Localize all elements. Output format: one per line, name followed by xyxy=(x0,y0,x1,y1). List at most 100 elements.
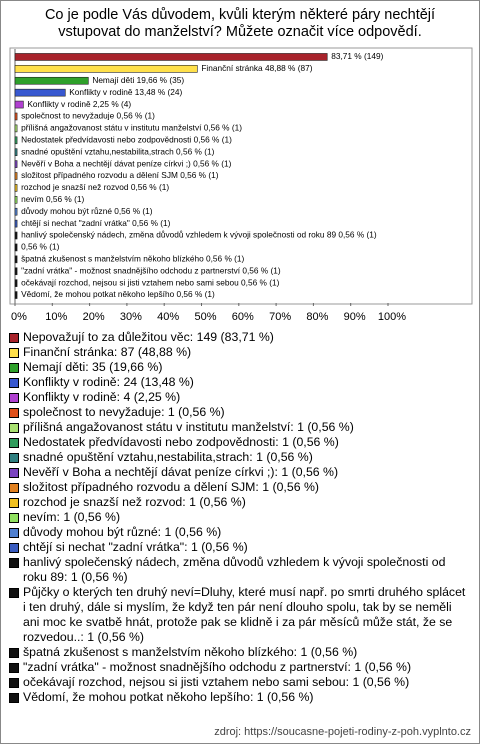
bar xyxy=(14,255,18,264)
data-label: Konflikty v rodině 13,48 % (24) xyxy=(69,87,182,97)
legend-label: Vědomí, že mohou potkat někoho lepšího: … xyxy=(23,690,314,704)
data-label: hanlivý společenský nádech, změna důvodů… xyxy=(21,230,377,240)
legend-label: očekávají rozchod, nejsou si jisti vztah… xyxy=(23,675,410,689)
legend-label: snadné opuštění vztahu,nestabilita,strac… xyxy=(23,450,313,464)
legend-item: Konflikty v rodině: 4 (2,25 %) xyxy=(9,390,471,405)
data-label: společnost to nevyžaduje 0,56 % (1) xyxy=(21,111,155,121)
legend-swatch xyxy=(9,483,19,493)
data-label: nevím 0,56 % (1) xyxy=(21,194,84,204)
x-tick-label: 0% xyxy=(11,311,27,323)
legend-swatch xyxy=(9,528,19,538)
data-label: Finanční stránka 48,88 % (87) xyxy=(201,63,312,73)
source: zdroj: https://soucasne-pojeti-rodiny-z-… xyxy=(214,726,471,738)
x-tick-label: 10% xyxy=(45,311,67,323)
legend-item: Nevěří v Boha a nechtějí dávat peníze cí… xyxy=(9,465,471,480)
legend-swatch xyxy=(9,468,19,478)
plot-frame xyxy=(9,47,473,305)
legend-item: hanlivý společenský nádech, změna důvodů… xyxy=(9,555,471,585)
legend-swatch xyxy=(9,393,19,403)
legend-label: "zadní vrátka" - možnost snadnějšího odc… xyxy=(23,660,412,674)
bar xyxy=(14,88,66,97)
data-label: Konflikty v rodině 2,25 % (4) xyxy=(27,99,131,109)
bar xyxy=(14,100,24,109)
data-label: Vědomí, že mohou potkat někoho lepšího 0… xyxy=(21,289,215,299)
legend-label: rozchod je snazší než rozvod: 1 (0,56 %) xyxy=(23,495,246,509)
legend-item: složitost případného rozvodu a dělení SJ… xyxy=(9,480,471,495)
x-tick-label: 100% xyxy=(378,311,406,323)
legend-label: Nepovažují to za důležitou věc: 149 (83,… xyxy=(23,330,274,344)
data-label: chtějí si nechat "zadní vrátka" 0,56 % (… xyxy=(21,218,171,228)
legend-swatch xyxy=(9,363,19,373)
data-label: Nemají děti 19,66 % (35) xyxy=(92,75,184,85)
legend-label: společnost to nevyžaduje: 1 (0,56 %) xyxy=(23,405,225,419)
x-tick-label: 40% xyxy=(157,311,179,323)
bar xyxy=(14,172,18,180)
legend-item: společnost to nevyžaduje: 1 (0,56 %) xyxy=(9,405,471,420)
legend-item: očekávají rozchod, nejsou si jisti vztah… xyxy=(9,675,471,690)
data-label: špatná zkušenost s manželstvím někoho bl… xyxy=(21,254,244,264)
legend-swatch xyxy=(9,408,19,418)
legend-swatch xyxy=(9,648,19,658)
legend-item: Půjčky o kterých ten druhý neví=Dluhy, k… xyxy=(9,585,471,645)
bar xyxy=(14,53,328,61)
legend-item: Konflikty v rodině: 24 (13,48 %) xyxy=(9,375,471,390)
bar xyxy=(14,267,18,276)
x-tick-label: 80% xyxy=(306,311,328,323)
data-label: rozchod je snazší než rozvod 0,56 % (1) xyxy=(21,182,169,192)
legend-label: složitost případného rozvodu a dělení SJ… xyxy=(23,480,319,494)
legend-swatch xyxy=(9,513,19,523)
legend-label: Konflikty v rodině: 4 (2,25 %) xyxy=(23,390,181,404)
legend-item: nevím: 1 (0,56 %) xyxy=(9,510,471,525)
legend-swatch xyxy=(9,333,19,343)
x-tick-label: 30% xyxy=(120,311,142,323)
x-tick-label: 20% xyxy=(83,311,105,323)
legend-item: Nemají děti: 35 (19,66 %) xyxy=(9,360,471,375)
legend-item: Nedostatek předvídavosti nebo zodpovědno… xyxy=(9,435,471,450)
chart-title: vstupovat do manželství? Můžete označit … xyxy=(58,24,422,40)
legend-label: přílišná angažovanost státu v institutu … xyxy=(23,420,354,434)
legend-item: snadné opuštění vztahu,nestabilita,strac… xyxy=(9,450,471,465)
data-label: snadné opuštění vztahu,nestabilita,strac… xyxy=(21,146,214,156)
legend-item: chtějí si nechat "zadní vrátka": 1 (0,56… xyxy=(9,540,471,555)
data-label: očekávají rozchod, nejsou si jisti vztah… xyxy=(21,277,279,287)
legend-swatch xyxy=(9,693,19,703)
legend-swatch xyxy=(9,558,19,568)
legend-label: Nevěří v Boha a nechtějí dávat peníze cí… xyxy=(23,465,339,479)
legend-label: Nemají děti: 35 (19,66 %) xyxy=(23,360,163,374)
data-label: Nevěří v Boha a nechtějí dávat peníze cí… xyxy=(21,158,232,168)
legend-item: Nepovažují to za důležitou věc: 149 (83,… xyxy=(9,330,471,345)
legend-label: Nedostatek předvídavosti nebo zodpovědno… xyxy=(23,435,339,449)
data-label: "zadní vrátka" - možnost snadnějšího odc… xyxy=(21,265,281,275)
bar xyxy=(14,160,18,168)
x-tick-label: 50% xyxy=(194,311,216,323)
legend-item: důvody mohou být různé: 1 (0,56 %) xyxy=(9,525,471,540)
bar xyxy=(14,65,198,73)
x-tick-label: 90% xyxy=(344,311,366,323)
data-label: 0,56 % (1) xyxy=(21,242,60,252)
bar xyxy=(14,207,18,216)
x-tick-label: 60% xyxy=(232,311,254,323)
bar xyxy=(14,291,18,299)
bar xyxy=(14,112,18,121)
bar xyxy=(14,124,18,133)
legend-swatch xyxy=(9,498,19,508)
chart-title: Co je podle Vás důvodem, kvůli kterým ně… xyxy=(45,7,435,23)
bar xyxy=(14,279,18,287)
legend-item: rozchod je snazší než rozvod: 1 (0,56 %) xyxy=(9,495,471,510)
data-label: důvody mohou být různé 0,56 % (1) xyxy=(21,206,153,216)
bar xyxy=(14,231,18,240)
bar xyxy=(14,136,18,145)
legend-swatch xyxy=(9,678,19,688)
legend-label: hanlivý společenský nádech, změna důvodů… xyxy=(23,555,446,584)
legend-label: chtějí si nechat "zadní vrátka": 1 (0,56… xyxy=(23,540,248,554)
data-label: Nedostatek předvídavosti nebo zodpovědno… xyxy=(21,134,232,144)
bar xyxy=(14,243,18,252)
legend-swatch xyxy=(9,378,19,388)
legend-item: přílišná angažovanost státu v institutu … xyxy=(9,420,471,435)
bar xyxy=(14,76,89,85)
legend-item: špatná zkušenost s manželstvím někoho bl… xyxy=(9,645,471,660)
bar xyxy=(14,196,18,204)
legend-label: důvody mohou být různé: 1 (0,56 %) xyxy=(23,525,222,539)
legend-swatch xyxy=(9,588,19,598)
